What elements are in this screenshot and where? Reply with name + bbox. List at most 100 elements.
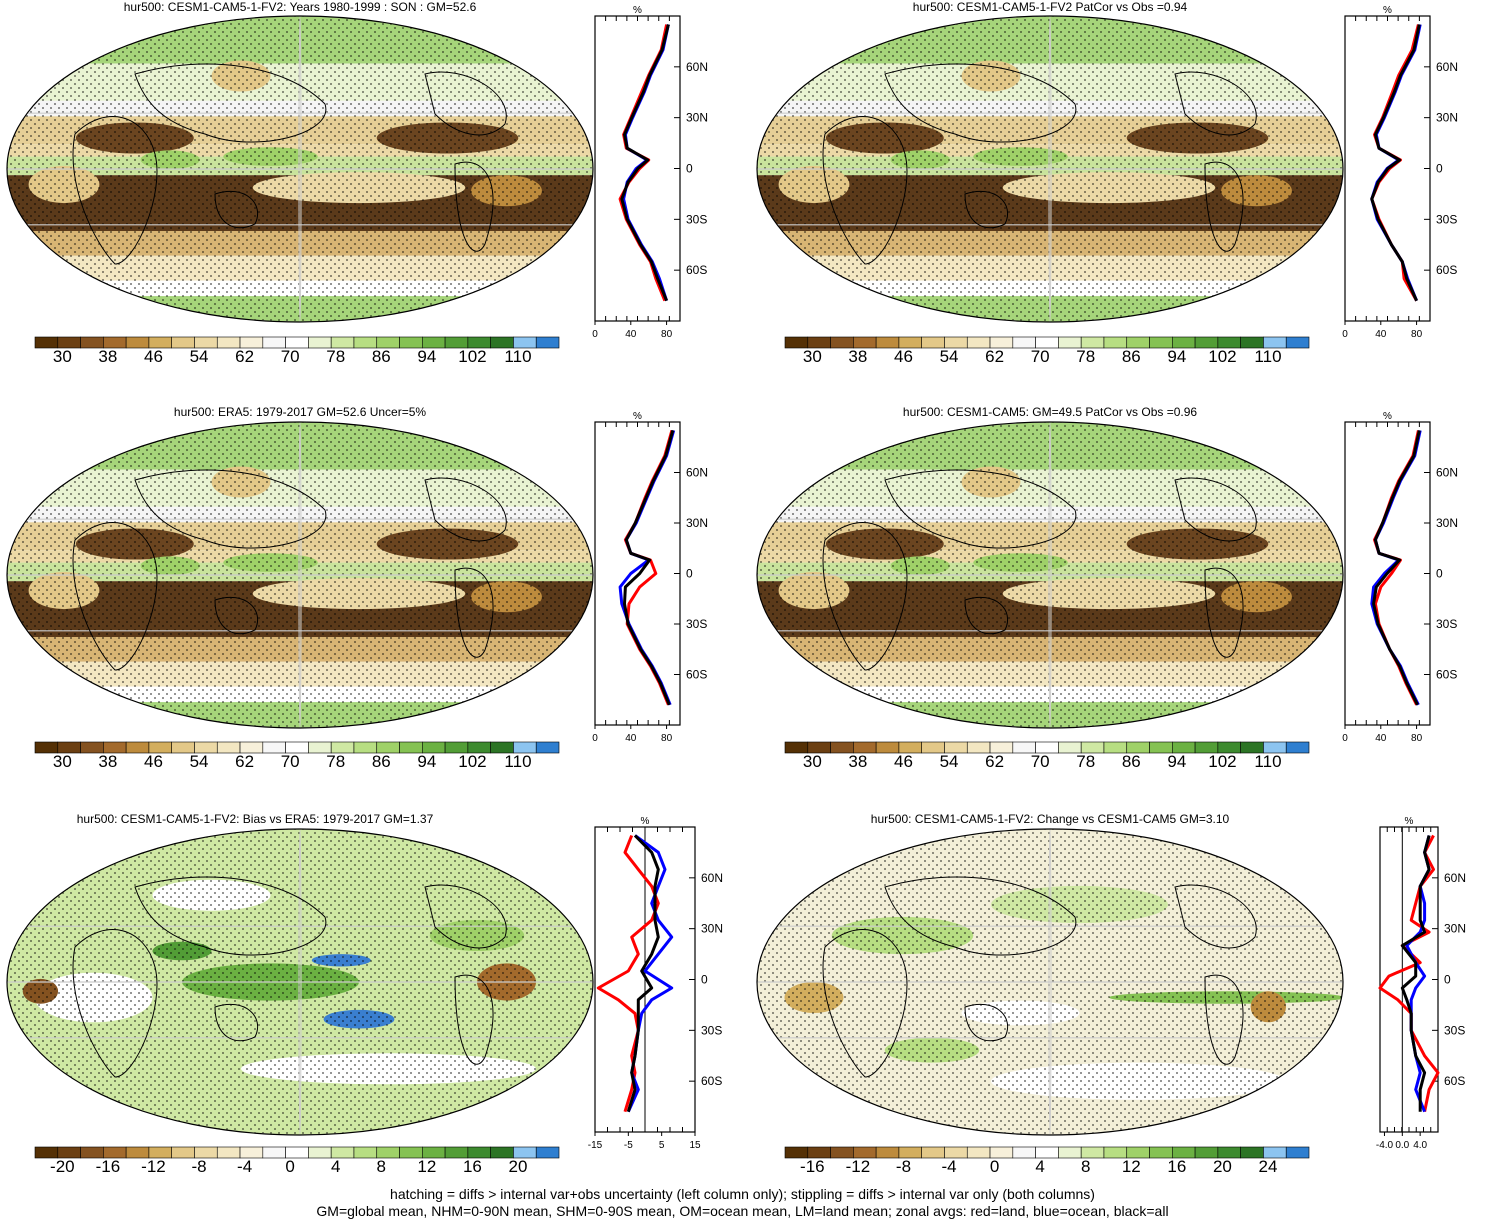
zonal-x-tick-label: 80 bbox=[1411, 733, 1423, 744]
zonal-plot-4: % 60N 30N 0 30S 60S 0 40 80 bbox=[1342, 411, 1458, 744]
colorbar-tick-label: 102 bbox=[1208, 347, 1237, 366]
zonal-lat-label: 0 bbox=[1436, 162, 1443, 176]
map-panel-5 bbox=[6, 828, 594, 1136]
zonal-lat-label: 30N bbox=[686, 516, 708, 530]
colorbar-tick-label: 70 bbox=[280, 347, 300, 366]
map-coastline-3 bbox=[214, 596, 259, 635]
zonal-x-tick-label: -4.0 bbox=[1376, 1140, 1394, 1151]
colorbar-tick-label: 78 bbox=[1076, 347, 1096, 366]
footer-note-hatching: hatching = diffs > internal var+obs unce… bbox=[390, 1186, 1095, 1202]
colorbar-tick-label: 54 bbox=[939, 752, 959, 771]
map-coastline-4 bbox=[1174, 71, 1257, 136]
zonal-x-tick-label: 0 bbox=[592, 329, 598, 340]
colorbar-2 bbox=[784, 336, 1310, 349]
map-border bbox=[756, 15, 1344, 323]
map-title-4: hur500: CESM1-CAM5: GM=49.5 PatCor vs Ob… bbox=[902, 405, 1198, 419]
colorbar-tick-label: 54 bbox=[189, 752, 209, 771]
map-coastline-5 bbox=[1204, 974, 1244, 1065]
colorbar-box bbox=[1285, 741, 1310, 754]
map-coastline-5 bbox=[454, 567, 494, 658]
colorbar-tick-label: -12 bbox=[141, 1157, 166, 1176]
colorbar-tick-label: -8 bbox=[895, 1157, 912, 1176]
colorbar-tick-label: 38 bbox=[848, 752, 868, 771]
colorbar-tick-label: -8 bbox=[191, 1157, 207, 1176]
map-graticule-lon-2 bbox=[298, 422, 302, 728]
map-coastline-5 bbox=[1204, 161, 1244, 252]
map-coastline-2 bbox=[134, 63, 327, 143]
colorbar-box bbox=[535, 1146, 560, 1159]
colorbar-tick-label: 54 bbox=[189, 347, 209, 366]
colorbar-6 bbox=[784, 1146, 1310, 1159]
map-coastline-4 bbox=[1174, 477, 1257, 542]
colorbar-box bbox=[1285, 336, 1310, 349]
zonal-line-black bbox=[1400, 835, 1431, 1112]
map-coastline-4 bbox=[424, 71, 507, 136]
colorbar-tick-label: 46 bbox=[894, 752, 913, 771]
zonal-lat-label: 60S bbox=[701, 1074, 722, 1088]
colorbar-tick-label: 8 bbox=[1080, 1157, 1091, 1176]
colorbar-1 bbox=[34, 336, 560, 349]
zonal-lat-label: 60N bbox=[1436, 60, 1458, 74]
zonal-x-tick-label: -15 bbox=[588, 1140, 603, 1151]
zonal-x-tick-label: 4.0 bbox=[1413, 1140, 1427, 1151]
zonal-plot-2: % 60N 30N 0 30S 60S 0 40 80 bbox=[1342, 5, 1458, 340]
map-coastline-3 bbox=[964, 596, 1009, 635]
map-coastline-5 bbox=[454, 161, 494, 252]
colorbar-tick-label: 94 bbox=[1167, 347, 1187, 366]
colorbar-box bbox=[535, 741, 560, 754]
zonal-lat-label: 0 bbox=[1436, 567, 1443, 581]
zonal-lat-label: 30N bbox=[686, 111, 708, 125]
map-panel-2 bbox=[756, 15, 1344, 323]
map-border bbox=[6, 421, 594, 729]
zonal-lat-label: 0 bbox=[1444, 973, 1451, 987]
map-coastline-1 bbox=[822, 116, 908, 265]
colorbar-box bbox=[308, 1146, 332, 1159]
colorbar-tick-label: 38 bbox=[98, 347, 118, 366]
colorbar-tick-label: -16 bbox=[95, 1157, 121, 1176]
zonal-lat-label: 30S bbox=[686, 617, 707, 631]
zonal-x-tick-label: 0 bbox=[592, 733, 598, 744]
zonal-lat-label: 60S bbox=[1436, 668, 1457, 682]
zonal-lat-label: 60S bbox=[686, 263, 707, 277]
colorbar-tick-label: 46 bbox=[144, 347, 163, 366]
colorbar-tick-label: -16 bbox=[800, 1157, 825, 1176]
zonal-lat-label: 60S bbox=[1444, 1074, 1465, 1088]
zonal-lat-label: 30S bbox=[1444, 1023, 1465, 1037]
zonal-lat-label: 60S bbox=[686, 668, 707, 682]
colorbar-tick-label: 70 bbox=[280, 752, 300, 771]
zonal-lat-label: 60N bbox=[1444, 871, 1466, 885]
colorbar-tick-label: 12 bbox=[417, 1157, 437, 1176]
colorbar-box bbox=[353, 1146, 378, 1159]
map-coastline-5 bbox=[1204, 567, 1244, 658]
colorbar-tick-label: 16 bbox=[1167, 1157, 1187, 1176]
zonal-x-tick-label: 40 bbox=[625, 733, 637, 744]
zonal-x-tick-label: 40 bbox=[1375, 733, 1387, 744]
colorbar-tick-label: 38 bbox=[848, 347, 868, 366]
colorbar-tick-label: 38 bbox=[98, 752, 118, 771]
map-coastline-2 bbox=[884, 469, 1077, 549]
colorbar-tick-label: 78 bbox=[1076, 752, 1096, 771]
zonal-plot-1: % 60N 30N 0 30S 60S 0 40 80 bbox=[592, 5, 708, 340]
map-panel-1 bbox=[6, 15, 594, 323]
colorbar-tick-label: 30 bbox=[52, 347, 72, 366]
map-graticule-lon-2 bbox=[1048, 422, 1052, 728]
zonal-x-tick-label: 80 bbox=[661, 329, 673, 340]
zonal-line-black bbox=[1372, 430, 1421, 706]
zonal-unit-label: % bbox=[1383, 5, 1392, 16]
map-coastline-2 bbox=[884, 63, 1077, 143]
colorbar-tick-label: 0 bbox=[285, 1157, 295, 1176]
zonal-lat-label: 60N bbox=[701, 871, 723, 885]
map-coastline-3 bbox=[964, 190, 1009, 229]
map-coastline-3 bbox=[214, 190, 259, 229]
map-coastline-3 bbox=[214, 1003, 259, 1042]
zonal-lat-label: 60N bbox=[686, 466, 708, 480]
zonal-lat-label: 30S bbox=[1436, 617, 1457, 631]
colorbar-4 bbox=[784, 741, 1310, 754]
colorbar-3 bbox=[34, 741, 560, 754]
colorbar-tick-label: 12 bbox=[1121, 1157, 1141, 1176]
map-title-5: hur500: CESM1-CAM5-1-FV2: Bias vs ERA5: … bbox=[76, 812, 434, 826]
zonal-plot-5: % 60N 30N 0 30S 60S -15 -5 5 15 bbox=[588, 816, 723, 1151]
colorbar-tick-label: 54 bbox=[939, 347, 959, 366]
colorbar-box bbox=[1012, 1146, 1036, 1159]
map-coastline-4 bbox=[424, 477, 507, 542]
